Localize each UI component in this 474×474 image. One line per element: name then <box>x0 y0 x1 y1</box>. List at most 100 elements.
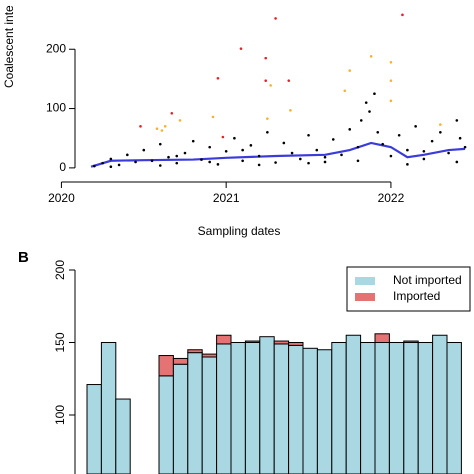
point <box>269 84 272 87</box>
bar-segment <box>374 333 390 343</box>
y-tick-label: 150 <box>53 332 67 352</box>
point <box>340 153 343 157</box>
point <box>224 149 228 153</box>
bar-segment <box>244 340 261 343</box>
point <box>126 153 129 157</box>
point <box>178 119 182 122</box>
legend-label: Imported <box>393 289 440 303</box>
y-tick-label: 100 <box>53 405 67 425</box>
point <box>170 112 174 115</box>
bar-segment <box>360 341 376 474</box>
legend-swatch <box>355 277 375 285</box>
point <box>167 155 170 159</box>
point <box>211 115 215 119</box>
point <box>221 135 225 139</box>
point <box>158 142 162 146</box>
point <box>455 160 459 164</box>
point <box>422 157 426 161</box>
bar-segment <box>86 384 102 474</box>
point <box>274 17 277 20</box>
y-tick-label: 200 <box>53 260 67 280</box>
bar-segment <box>273 340 290 345</box>
bar-segment <box>403 341 419 474</box>
point <box>150 159 154 163</box>
point <box>264 56 268 60</box>
bar-segment <box>302 347 318 474</box>
legend-label: Not imported <box>393 273 462 287</box>
point <box>233 136 236 140</box>
point <box>266 117 269 120</box>
point <box>241 159 244 163</box>
point <box>249 144 253 147</box>
point <box>216 163 220 166</box>
legend-swatch <box>355 293 375 301</box>
point <box>257 154 261 158</box>
panel-label: B <box>18 249 29 266</box>
bar-segment <box>187 349 203 354</box>
bar-segment <box>316 349 333 474</box>
point <box>458 136 462 140</box>
point <box>287 79 291 82</box>
point <box>93 164 96 168</box>
point <box>274 161 277 164</box>
point <box>373 92 376 96</box>
bar-segment <box>158 355 174 377</box>
point <box>208 160 211 164</box>
point <box>406 148 409 152</box>
point <box>101 161 104 165</box>
point <box>439 123 442 126</box>
point <box>257 163 261 167</box>
point <box>447 151 450 155</box>
point <box>139 125 142 128</box>
point <box>348 69 352 72</box>
point <box>191 139 195 143</box>
y-tick-label: 0 <box>59 160 66 174</box>
point <box>368 110 371 113</box>
bar-segment <box>244 341 261 474</box>
point <box>216 77 220 80</box>
point <box>241 148 244 152</box>
bar-segment <box>172 357 189 365</box>
point <box>389 60 393 64</box>
x-tick-label: 2022 <box>378 191 405 205</box>
point <box>175 161 179 165</box>
point <box>376 130 380 134</box>
bar-segment <box>288 344 304 474</box>
point <box>299 157 302 161</box>
point <box>455 119 459 122</box>
point <box>406 163 409 166</box>
point <box>439 130 442 134</box>
point <box>315 148 319 152</box>
point <box>239 47 243 50</box>
trend-line <box>90 141 466 168</box>
point <box>109 165 113 168</box>
point <box>430 139 434 143</box>
bar-segment <box>172 363 189 474</box>
point <box>163 125 167 128</box>
legend-box <box>346 266 471 312</box>
point <box>356 159 360 163</box>
bar-segment <box>230 341 246 474</box>
bar-segment <box>446 341 462 474</box>
point <box>134 160 137 164</box>
point <box>155 127 159 131</box>
x-tick-label: 2020 <box>48 191 75 205</box>
bar-segment <box>273 343 290 474</box>
bar-segment <box>115 398 131 474</box>
point <box>200 158 203 161</box>
point <box>158 164 162 167</box>
y-tick-label: 100 <box>46 101 66 115</box>
point <box>160 129 164 132</box>
point <box>331 138 335 141</box>
point <box>117 163 121 167</box>
point <box>397 133 401 137</box>
y-tick-label: 200 <box>46 41 66 55</box>
bar-segment <box>374 341 390 474</box>
point <box>175 154 179 158</box>
bar-segment <box>201 353 218 358</box>
x-tick-label: 2021 <box>213 191 240 205</box>
point <box>422 149 426 153</box>
point <box>307 161 310 165</box>
point <box>323 160 327 164</box>
